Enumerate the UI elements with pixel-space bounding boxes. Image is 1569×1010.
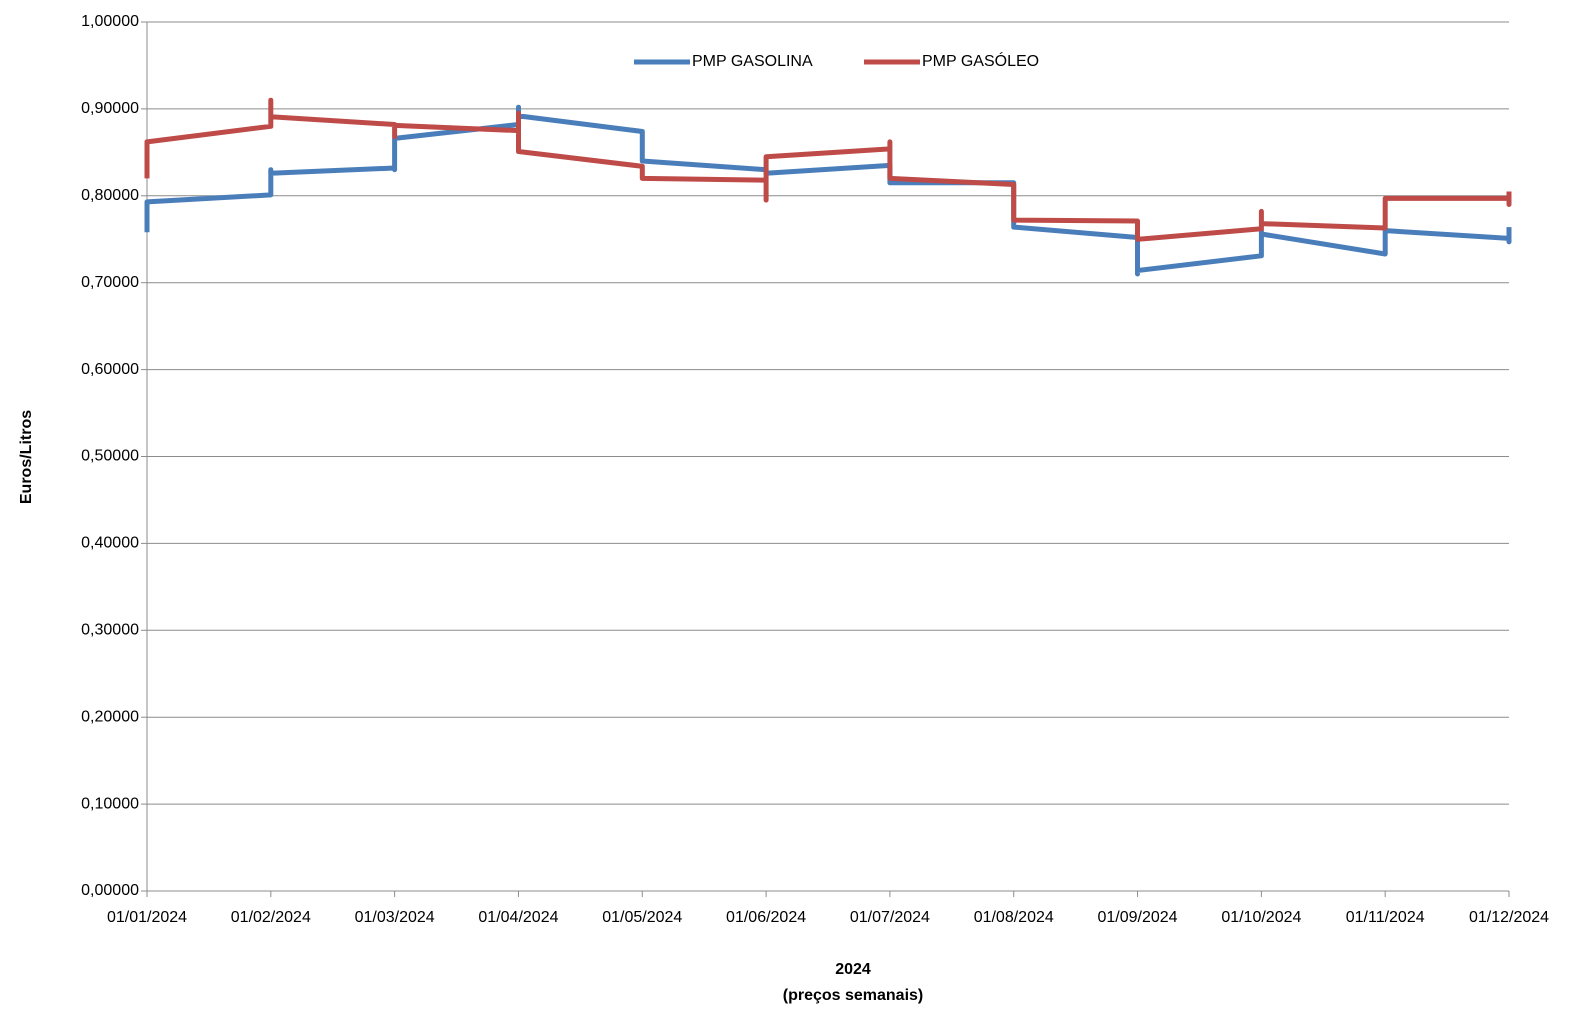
y-tick-label: 0,00000 xyxy=(81,882,139,899)
legend-label: PMP GASÓLEO xyxy=(922,51,1039,70)
series-line xyxy=(144,97,1512,242)
y-tick-label: 0,70000 xyxy=(81,274,139,291)
x-axis-title: 2024 xyxy=(835,961,871,978)
legend-label: PMP GASOLINA xyxy=(692,53,813,70)
x-tick-label: 01/06/2024 xyxy=(726,909,806,926)
y-tick-label: 0,20000 xyxy=(81,708,139,725)
x-axis-subtitle: (preços semanais) xyxy=(783,987,924,1004)
x-tick-label: 01/11/2024 xyxy=(1346,909,1425,926)
y-tick-label: 0,10000 xyxy=(81,795,139,812)
x-tick-label: 01/03/2024 xyxy=(355,909,435,926)
x-tick-label: 01/09/2024 xyxy=(1098,909,1178,926)
x-tick-label: 01/05/2024 xyxy=(602,909,682,926)
y-tick-label: 0,90000 xyxy=(81,100,139,117)
x-tick-label: 01/12/2024 xyxy=(1469,909,1549,926)
x-tick-label: 01/02/2024 xyxy=(231,909,311,926)
x-tick-label: 01/10/2024 xyxy=(1221,909,1301,926)
y-tick-label: 0,60000 xyxy=(81,361,139,378)
y-tick-label: 0,40000 xyxy=(81,535,139,552)
y-tick-label: 0,80000 xyxy=(81,187,139,204)
y-tick-label: 1,00000 xyxy=(81,13,139,30)
x-tick-label: 01/04/2024 xyxy=(478,909,558,926)
x-tick-label: 01/07/2024 xyxy=(850,909,930,926)
y-axis-title: Euros/Litros xyxy=(18,410,35,504)
x-tick-label: 01/01/2024 xyxy=(107,909,187,926)
series-line xyxy=(144,104,1512,277)
y-tick-label: 0,50000 xyxy=(81,448,139,465)
y-tick-label: 0,30000 xyxy=(81,622,139,639)
x-tick-label: 01/08/2024 xyxy=(974,909,1054,926)
